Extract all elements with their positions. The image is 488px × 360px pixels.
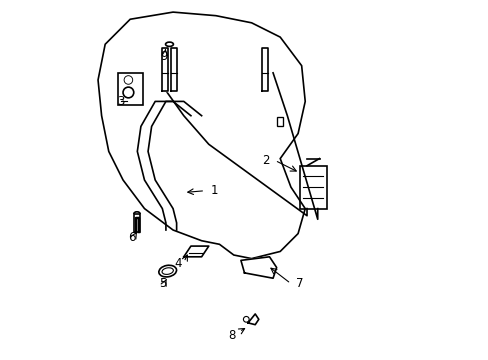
Text: 5: 5 <box>158 277 166 290</box>
Text: 3: 3 <box>117 95 124 108</box>
Text: 9: 9 <box>160 50 167 63</box>
Bar <box>276 117 283 126</box>
Text: 6: 6 <box>128 231 136 244</box>
Polygon shape <box>162 48 167 91</box>
Polygon shape <box>171 48 176 91</box>
Bar <box>134 214 140 232</box>
Text: 7: 7 <box>296 277 303 290</box>
Polygon shape <box>241 257 276 278</box>
Polygon shape <box>247 314 258 325</box>
Polygon shape <box>183 246 208 257</box>
Bar <box>118 73 142 105</box>
Polygon shape <box>262 48 267 91</box>
Text: 2: 2 <box>262 154 269 167</box>
Text: 8: 8 <box>228 329 235 342</box>
Text: 4: 4 <box>174 257 182 270</box>
Text: 1: 1 <box>210 184 218 197</box>
Bar <box>299 166 326 208</box>
